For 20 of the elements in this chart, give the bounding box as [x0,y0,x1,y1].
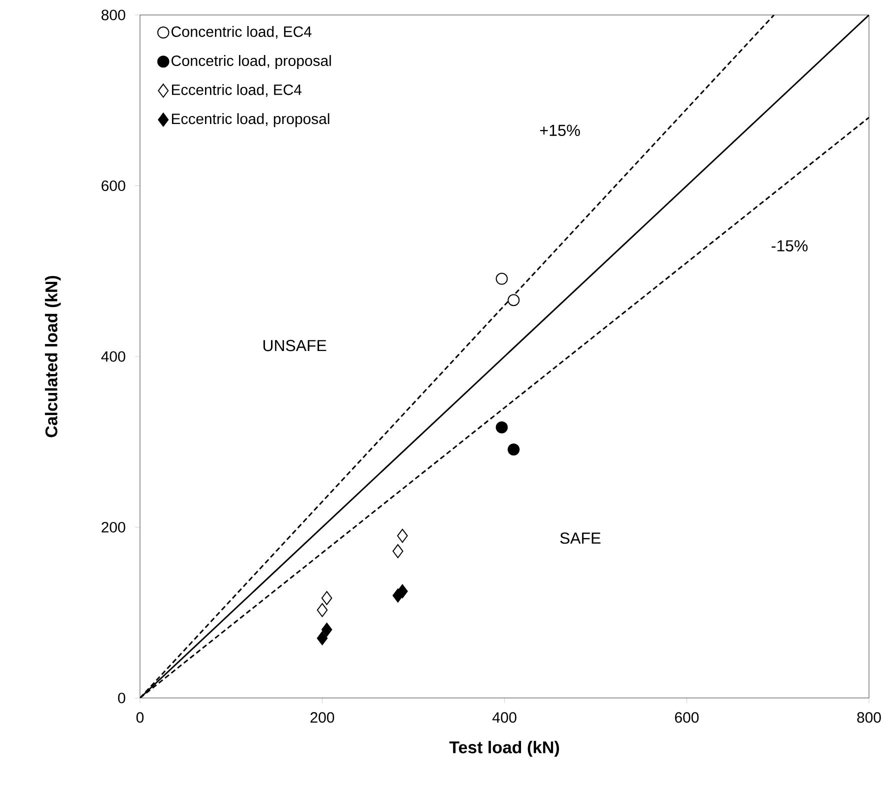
y-tick-label: 800 [102,10,126,20]
legend-label: Eccentric load, EC4 [172,84,302,97]
y-tick-label: 600 [102,180,126,192]
legend-label: Concetric load, proposal [172,55,331,69]
x-tick-label: 200 [310,712,334,723]
x-tick-label: 800 [857,712,881,723]
y-tick-label: 200 [102,522,126,533]
annotation: +15% [540,124,580,136]
legend-label: Concentric load, EC4 [172,26,312,39]
x-axis-title: Test load (kN) [449,740,560,757]
y-tick-label: 0 [118,692,126,704]
y-tick-label: 400 [101,351,126,362]
x-tick-label: 0 [136,712,144,723]
annotation: SAFE [560,532,600,544]
annotation: UNSAFE [263,340,326,352]
y-axis-title: Calculated load (kN) [44,276,61,438]
legend-label: Eccentric load, proposal [172,113,330,128]
x-tick-label: 400 [492,712,516,723]
annotation: -15% [772,240,808,252]
x-tick-label: 600 [675,712,699,723]
